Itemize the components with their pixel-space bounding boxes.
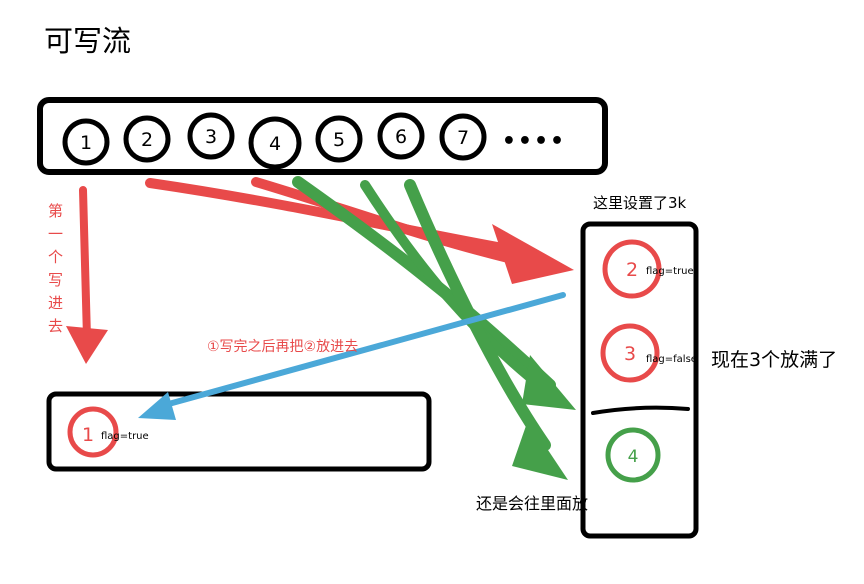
source-item-3: 3 xyxy=(187,112,235,160)
source-box xyxy=(37,97,608,175)
first-write-char-3: 个 xyxy=(48,248,63,266)
buffer-item-2-flag: flag=true xyxy=(646,266,694,277)
writing-box xyxy=(46,391,432,472)
source-item-7: 7 xyxy=(439,113,487,161)
first-write-arrow xyxy=(66,186,108,364)
still-put-annotation: 还是会往里面放 xyxy=(476,494,588,513)
source-item-4: 4 xyxy=(248,116,302,170)
source-item-5-label: 5 xyxy=(333,129,345,151)
source-item-3-label: 3 xyxy=(205,126,217,148)
diagram-title: 可写流 xyxy=(44,24,131,58)
put-back-arrow xyxy=(138,292,566,420)
first-write-char-1: 第 xyxy=(48,202,63,220)
buffer-full-annotation: 现在3个放满了 xyxy=(711,349,837,371)
source-item-4-label: 4 xyxy=(269,133,281,155)
source-item-1-label: 1 xyxy=(80,132,92,154)
buffer-item-4-number: 4 xyxy=(628,447,639,467)
buffer-item-3: 3 xyxy=(600,323,660,383)
source-item-2-label: 2 xyxy=(141,129,153,151)
buffer-label: 这里设置了3k xyxy=(593,194,687,212)
writing-item: 1 xyxy=(67,406,119,458)
source-item-7-label: 7 xyxy=(457,127,469,149)
overflow-arrows xyxy=(292,176,576,480)
first-write-char-4: 写 xyxy=(48,271,63,289)
buffer-item-4: 4 xyxy=(605,427,661,483)
first-write-char-6: 去 xyxy=(48,317,63,335)
source-item-2: 2 xyxy=(123,115,171,163)
source-item-5: 5 xyxy=(315,115,363,163)
buffer-item-2: 2 xyxy=(602,239,662,299)
first-write-char-2: 一 xyxy=(48,225,63,243)
first-write-caption: 第 一 个 写 进 去 xyxy=(48,202,63,335)
buffer-high-water-mark-line xyxy=(591,405,690,415)
writing-item-flag: flag=true xyxy=(101,431,149,442)
source-ellipsis: •••• xyxy=(502,129,566,154)
source-item-6-label: 6 xyxy=(395,126,407,148)
buffer-box xyxy=(580,221,699,539)
source-item-1: 1 xyxy=(62,118,110,166)
put-back-annotation: ①写完之后再把②放进去 xyxy=(207,339,358,355)
writing-item-number: 1 xyxy=(82,424,94,446)
buffer-item-3-number: 3 xyxy=(624,343,636,365)
buffer-item-3-flag: flag=false xyxy=(646,354,697,365)
buffer-item-2-number: 2 xyxy=(626,259,638,281)
source-item-6: 6 xyxy=(377,112,425,160)
first-write-char-5: 进 xyxy=(48,294,63,312)
